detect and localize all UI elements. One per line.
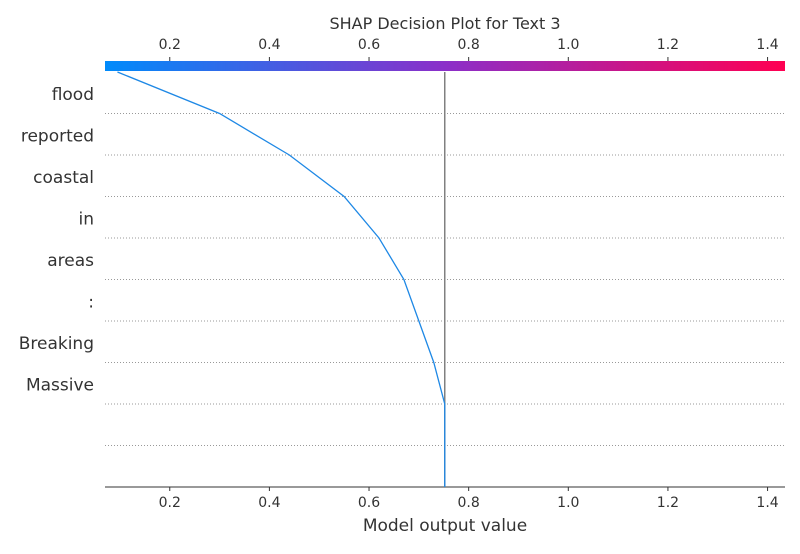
decision-path-line	[117, 71, 446, 487]
feature-label: coastal	[33, 168, 94, 188]
top-tick-label: 1.2	[657, 37, 679, 53]
x-axis-label: Model output value	[363, 516, 527, 536]
feature-label: areas	[47, 251, 94, 271]
bottom-tick-label: 1.2	[657, 495, 679, 511]
top-tick-label: 0.2	[159, 37, 181, 53]
top-tick-labels: 0.2 0.4 0.6 0.8 1.0 1.2 1.4	[159, 37, 779, 61]
bottom-tick-label: 0.4	[258, 495, 280, 511]
bottom-tick-label: 0.6	[358, 495, 380, 511]
feature-labels: flood reported coastal in areas: Breaking Mass…	[19, 85, 94, 396]
bottom-tick-label: 1.0	[557, 495, 579, 511]
colorbar	[105, 61, 785, 71]
feature-label: Massive	[26, 376, 94, 396]
feature-label: :	[88, 293, 94, 313]
top-tick-label: 0.4	[258, 37, 280, 53]
feature-label: in	[79, 210, 95, 230]
bottom-tick-label: 0.8	[458, 495, 480, 511]
feature-label: Breaking	[19, 334, 94, 354]
top-tick-label: 1.0	[557, 37, 579, 53]
top-tick-label: 1.4	[756, 37, 778, 53]
bottom-tick-label: 0.2	[159, 495, 181, 511]
bottom-tick-label: 1.4	[756, 495, 778, 511]
feature-label: reported	[21, 127, 94, 147]
top-tick-label: 0.8	[458, 37, 480, 53]
top-tick-label: 0.6	[358, 37, 380, 53]
bottom-tick-labels: 0.2 0.4 0.6 0.8 1.0 1.2 1.4	[159, 487, 779, 511]
chart-title: SHAP Decision Plot for Text 3	[329, 14, 560, 33]
feature-label: flood	[52, 85, 94, 105]
